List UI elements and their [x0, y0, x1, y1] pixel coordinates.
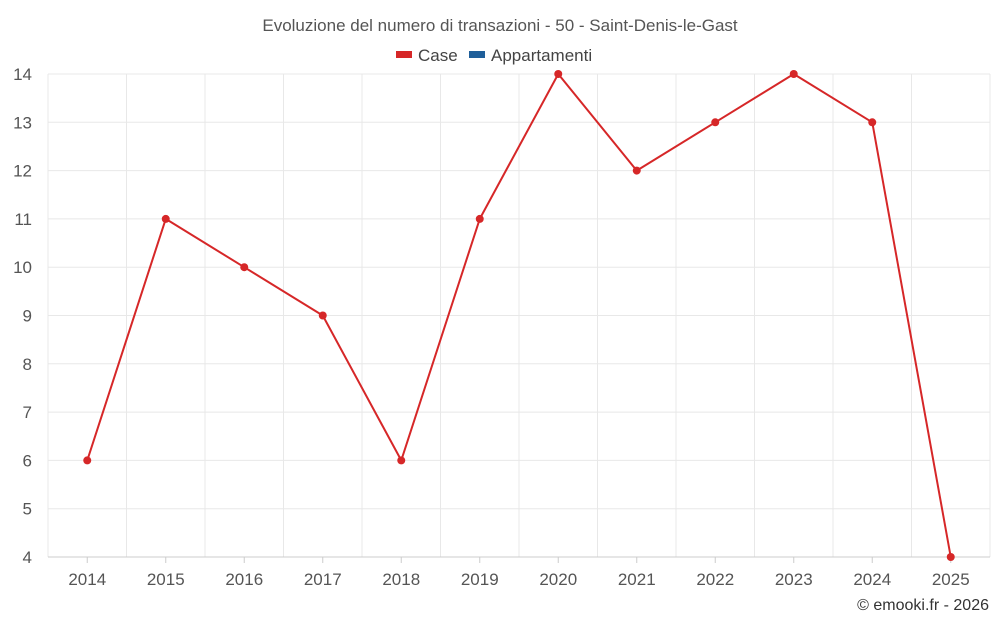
x-tick-label: 2018	[382, 570, 420, 589]
legend-swatch-case	[396, 51, 412, 58]
y-axis-ticks: 4 5 6 7 8 9 10 11 12 13 14	[13, 65, 32, 567]
data-point-case[interactable]	[789, 70, 798, 78]
x-tick-label: 2023	[775, 570, 813, 589]
y-tick-label: 6	[23, 451, 32, 470]
data-point-case[interactable]	[711, 118, 720, 127]
data-point-case[interactable]	[946, 553, 955, 561]
y-tick-label: 11	[14, 210, 32, 229]
data-point-case[interactable]	[318, 311, 327, 320]
x-tick-label: 2021	[618, 570, 656, 589]
y-tick-label: 4	[23, 548, 32, 567]
chart-title: Evoluzione del numero di transazioni - 5…	[262, 16, 738, 35]
legend-label-case: Case	[418, 46, 458, 65]
x-tick-label: 2025	[932, 570, 970, 589]
x-tick-label: 2022	[696, 570, 734, 589]
legend-swatch-appartamenti	[469, 51, 485, 58]
credit: © emooki.fr - 2026	[857, 597, 989, 614]
y-tick-label: 13	[13, 113, 32, 132]
data-point-case[interactable]	[868, 118, 877, 127]
legend-label-appartamenti: Appartamenti	[491, 46, 592, 65]
data-point-case[interactable]	[83, 456, 92, 465]
y-tick-label: 7	[23, 403, 32, 422]
x-tick-label: 2014	[68, 570, 106, 589]
x-axis-ticks: 2014 2015 2016 2017 2018 2019 2020 2021 2022 2023…	[68, 557, 970, 589]
y-tick-label: 8	[23, 355, 32, 374]
x-tick-label: 2017	[304, 570, 342, 589]
data-point-case[interactable]	[397, 456, 406, 465]
legend-item-case[interactable]: Case	[396, 46, 458, 65]
data-point-case[interactable]	[554, 70, 563, 78]
x-tick-label: 2024	[853, 570, 891, 589]
x-tick-label: 2016	[225, 570, 263, 589]
data-point-case[interactable]	[632, 166, 641, 175]
y-tick-label: 12	[13, 162, 32, 181]
data-point-case[interactable]	[240, 263, 249, 272]
x-tick-label: 2015	[147, 570, 185, 589]
grid	[47, 73, 991, 557]
y-tick-label: 5	[23, 500, 32, 519]
series-case	[83, 70, 955, 561]
y-tick-label: 9	[23, 307, 32, 326]
y-tick-label: 10	[13, 258, 32, 277]
x-tick-label: 2019	[461, 570, 499, 589]
x-tick-label: 2020	[539, 570, 577, 589]
data-point-case[interactable]	[161, 214, 170, 223]
legend-item-appartamenti[interactable]: Appartamenti	[469, 46, 592, 65]
data-point-case[interactable]	[475, 214, 484, 223]
y-tick-label: 14	[13, 65, 32, 84]
legend[interactable]: Case Appartamenti	[396, 46, 592, 65]
series-line-case	[86, 73, 952, 558]
